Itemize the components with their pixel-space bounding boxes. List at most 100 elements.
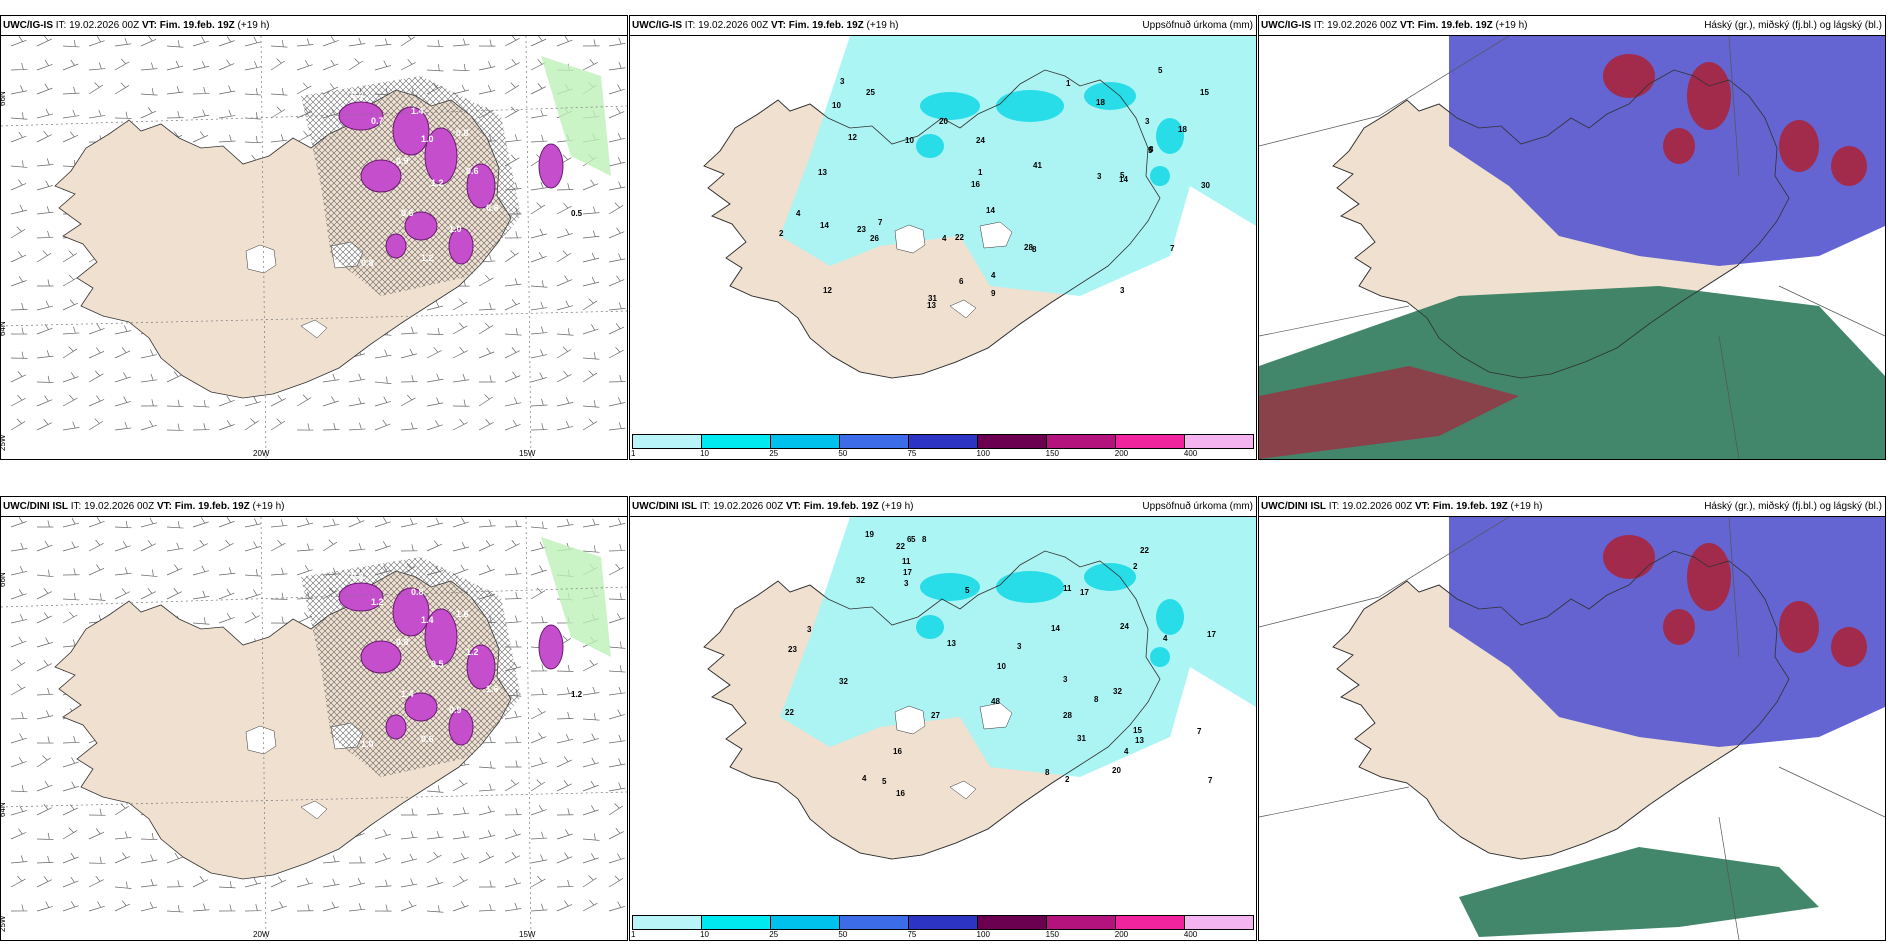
precip-value: 1.0 — [449, 224, 462, 234]
map-panel-wind-top: UWC/IG-IS IT: 19.02.2026 00Z VT: Fim. 19… — [0, 15, 628, 460]
precip-total-label: 26 — [870, 234, 879, 243]
precip-value: 1.4 — [421, 615, 434, 625]
colorbar-swatch — [702, 435, 771, 448]
colorbar-swatch — [1116, 435, 1185, 448]
precip-total-label: 12 — [823, 286, 832, 295]
precip-value: 1.6 — [486, 684, 499, 694]
model-name: UWC/IG-IS — [632, 20, 682, 31]
init-time: IT: 19.02.2026 00Z — [55, 20, 142, 31]
mid-cloud-area — [1603, 54, 1655, 98]
precip-blob — [448, 708, 474, 746]
colorbar-swatch — [702, 916, 771, 929]
precip-value: 0.4 — [351, 90, 364, 100]
lat-64-label: 64N — [1, 802, 7, 817]
coastline — [703, 550, 1161, 860]
precip-value: 1.0 — [361, 739, 374, 749]
valid-time: Fim. 19.feb. 19Z — [159, 20, 238, 31]
precip-value: 0.6 — [466, 166, 479, 176]
valid-time: Fim. 19.feb. 19Z — [1432, 501, 1511, 512]
mid-cloud-area — [1831, 146, 1867, 186]
precip-total-label: 4 — [1124, 747, 1129, 756]
precip-total-label: 7 — [878, 218, 883, 227]
low-cloud-area — [1459, 847, 1819, 937]
precip-value: 0.8 — [361, 258, 374, 268]
precip-total-label: 24 — [976, 136, 985, 145]
precip-total-label: 17 — [1080, 588, 1089, 597]
precip-value: 0.8 — [486, 203, 499, 213]
precip-total-label: 41 — [1033, 161, 1042, 170]
valid-time: Fim. 19.feb. 19Z — [174, 501, 253, 512]
precip-total-label: 13 — [947, 639, 956, 648]
field-title: Háský (gr.), miðský (fj.bl.) og lágský (… — [1704, 20, 1882, 31]
colorbar-swatch — [1185, 916, 1253, 929]
panel-header: UWC/DINI ISL IT: 19.02.2026 00Z VT: Fim.… — [1259, 497, 1885, 517]
colorbar-label: 50 — [838, 930, 848, 939]
mid-cloud-area — [1603, 535, 1655, 579]
colorbar-swatch — [840, 435, 909, 448]
valid-time: Fim. 19.feb. 19Z — [1417, 20, 1496, 31]
model-name: UWC/DINI ISL — [1261, 501, 1326, 512]
colorbar-label: 200 — [1114, 930, 1129, 939]
precip-value: 1.0 — [421, 134, 434, 144]
precip-total-label: 17 — [1207, 630, 1216, 639]
precip-total-label: 8 — [1045, 768, 1050, 777]
precip-total-label: 5 — [965, 586, 970, 595]
precip-value: 0.8 — [456, 128, 469, 138]
precip-total-label: 22 — [955, 233, 964, 242]
precip-blob — [424, 608, 458, 666]
precip-value: 1.4 — [401, 689, 414, 699]
precip-total-label: 4 — [991, 271, 996, 280]
precip-strong-area — [1150, 647, 1170, 667]
valid-time-label: VT: — [1414, 501, 1430, 512]
precip-total-label: 8 — [1032, 245, 1037, 254]
precip-blob — [385, 233, 407, 259]
precip-total-label: 28 — [1063, 711, 1072, 720]
precip-strong-area — [1156, 118, 1184, 154]
lon-25-label: 25W — [1, 915, 7, 932]
precip-total-label: 18 — [1096, 98, 1105, 107]
precip-total-label: 48 — [991, 697, 1000, 706]
precip-total-label: 4 — [862, 774, 867, 783]
colorbar-label: 25 — [769, 930, 779, 939]
precip-blob — [338, 582, 384, 612]
colorbar-swatch — [909, 435, 978, 448]
precip-total-label: 10 — [905, 136, 914, 145]
precip-strong-area — [996, 90, 1064, 122]
colorbar-label: 150 — [1045, 449, 1060, 458]
precip-total-label: 14 — [1119, 175, 1128, 184]
precip-value: 1.2 — [371, 597, 384, 607]
precip-total-label: 3 — [1120, 286, 1125, 295]
precip-total-label: 11 — [1063, 584, 1072, 593]
map-canvas: 66N 64N 25W 20W 15W 0.4 1.2 0.8 1.4 1.6 0.8 0.5 1.2 1… — [1, 517, 627, 940]
colorbar-label: 400 — [1183, 930, 1198, 939]
precip-total-label: 3 — [1063, 675, 1068, 684]
precip-total-label: 22 — [785, 708, 794, 717]
colorbar-swatch — [909, 916, 978, 929]
colorbar-label: 1 — [631, 449, 636, 458]
field-title: Uppsöfnuð úrkoma (mm) — [1142, 20, 1253, 31]
precip-total-label: 22 — [896, 542, 905, 551]
precip-value: 1.2 — [466, 647, 479, 657]
precip-total-label: 7 — [1197, 727, 1202, 736]
valid-time-label: VT: — [141, 20, 157, 31]
precip-total-label: 5 — [882, 777, 887, 786]
panel-header: UWC/DINI ISL IT: 19.02.2026 00Z VT: Fim.… — [1, 497, 627, 517]
precip-blob — [538, 624, 564, 670]
precip-total-label: 6 — [959, 277, 964, 286]
precip-total-label: 28 — [1024, 243, 1033, 252]
light-green-area — [541, 56, 611, 176]
precip-value: 0.6 — [401, 208, 414, 218]
precip-value: 0.8 — [396, 637, 409, 647]
precip-value: 1.4 — [411, 106, 424, 116]
precip-value: 0.5 — [431, 659, 444, 669]
precip-total-label: 32 — [1113, 687, 1122, 696]
model-name: UWC/IG-IS — [1261, 20, 1311, 31]
precip-colorbar: 1 10 25 50 75 100 150 200 400 — [630, 433, 1256, 459]
colorbar-label: 100 — [976, 930, 990, 939]
colorbar-swatch — [1185, 435, 1253, 448]
colorbar-label: 25 — [769, 449, 779, 458]
valid-time-label: VT: — [1399, 20, 1415, 31]
precip-strong-area — [1156, 599, 1184, 635]
precip-total-label: 10 — [997, 662, 1006, 671]
precip-total-label: 23 — [857, 225, 866, 234]
